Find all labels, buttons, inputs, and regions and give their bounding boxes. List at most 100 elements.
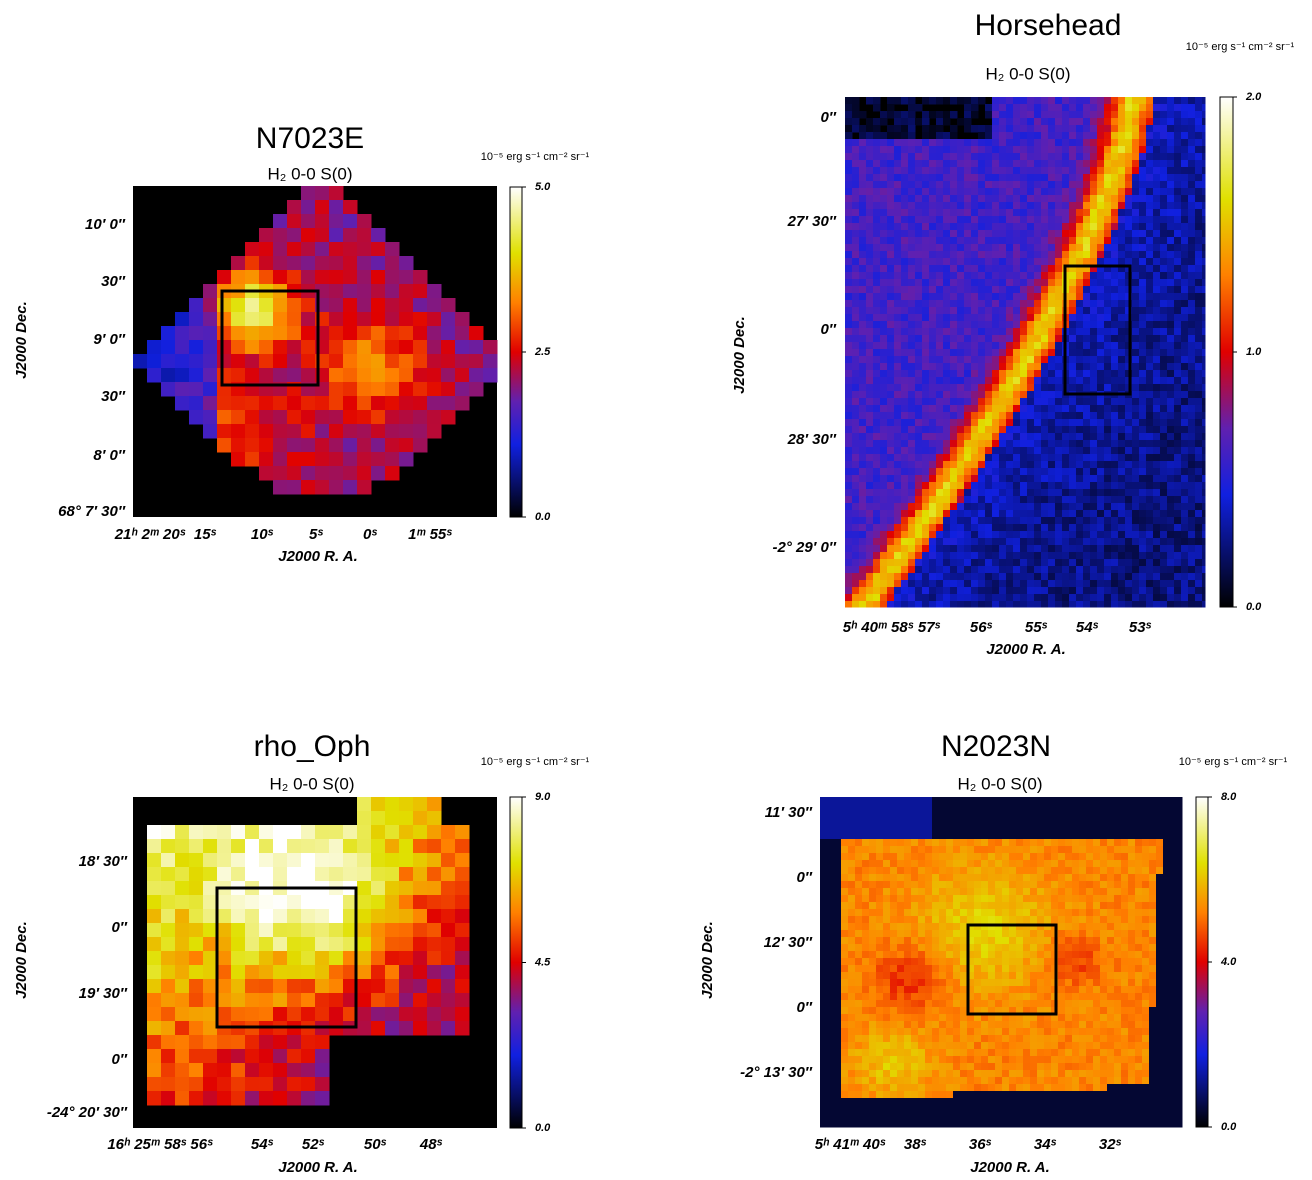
map-pixel [936, 286, 944, 294]
map-pixel [1111, 174, 1119, 182]
map-pixel [943, 174, 951, 182]
map-pixel [1181, 216, 1189, 224]
map-pixel [971, 391, 979, 399]
map-pixel [1006, 496, 1014, 504]
map-pixel [1170, 811, 1178, 819]
map-pixel [1090, 489, 1098, 497]
map-pixel [1202, 391, 1206, 399]
map-pixel [1069, 370, 1077, 378]
map-pixel [189, 937, 204, 952]
map-pixel [217, 312, 232, 327]
map-pixel [245, 979, 260, 994]
map-pixel [287, 853, 302, 868]
map-pixel [852, 538, 860, 546]
map-pixel [971, 559, 979, 567]
map-pixel [971, 601, 979, 608]
map-pixel [1202, 594, 1206, 602]
map-pixel [1139, 524, 1147, 532]
map-pixel [1048, 125, 1056, 133]
map-pixel [1076, 321, 1084, 329]
map-pixel [845, 349, 853, 357]
map-pixel [1181, 440, 1189, 448]
map-pixel [1202, 188, 1206, 196]
map-pixel [1132, 552, 1140, 560]
map-pixel [1041, 363, 1049, 371]
map-pixel [992, 111, 1000, 119]
map-pixel [1013, 594, 1021, 602]
map-pixel [1153, 384, 1161, 392]
map-pixel [1153, 503, 1161, 511]
map-pixel [845, 426, 853, 434]
map-pixel [1083, 356, 1091, 364]
map-pixel [399, 853, 414, 868]
map-pixel [873, 118, 881, 126]
map-pixel [1181, 342, 1189, 350]
map-pixel [1125, 601, 1133, 608]
map-pixel [1041, 405, 1049, 413]
map-pixel [1139, 405, 1147, 413]
map-pixel [845, 328, 853, 336]
map-pixel [1076, 230, 1084, 238]
map-pixel [343, 270, 358, 285]
map-pixel [936, 363, 944, 371]
map-pixel [385, 312, 400, 327]
map-pixel [852, 265, 860, 273]
map-pixel [852, 405, 860, 413]
map-pixel [908, 538, 916, 546]
y-axis-label: J2000 Dec. [731, 316, 748, 394]
map-pixel [1167, 531, 1175, 539]
map-pixel [922, 202, 930, 210]
map-pixel [1153, 153, 1161, 161]
map-pixel [1125, 398, 1133, 406]
map-pixel [999, 475, 1007, 483]
map-pixel [1181, 174, 1189, 182]
map-pixel [999, 195, 1007, 203]
map-pixel [357, 256, 372, 271]
map-pixel [820, 797, 828, 805]
map-pixel [1055, 279, 1063, 287]
map-pixel [915, 517, 923, 525]
map-pixel [1034, 419, 1042, 427]
map-pixel [999, 265, 1007, 273]
map-pixel [1065, 832, 1073, 840]
map-pixel [1181, 496, 1189, 504]
map-pixel [964, 391, 972, 399]
map-pixel [1153, 216, 1161, 224]
map-pixel [1020, 118, 1028, 126]
map-pixel [859, 349, 867, 357]
map-pixel [887, 111, 895, 119]
map-pixel [1118, 510, 1126, 518]
map-pixel [1034, 433, 1042, 441]
map-pixel [978, 195, 986, 203]
map-pixel [971, 517, 979, 525]
map-pixel [1167, 447, 1175, 455]
map-pixel [1002, 832, 1010, 840]
map-pixel [1006, 461, 1014, 469]
map-pixel [939, 818, 947, 826]
map-pixel [1013, 545, 1021, 553]
map-pixel [1027, 517, 1035, 525]
map-pixel [901, 433, 909, 441]
map-pixel [964, 482, 972, 490]
map-pixel [999, 223, 1007, 231]
map-pixel [1027, 545, 1035, 553]
map-pixel [873, 167, 881, 175]
map-pixel [936, 209, 944, 217]
map-pixel [852, 573, 860, 581]
map-pixel [887, 293, 895, 301]
map-pixel [357, 811, 372, 826]
map-pixel [985, 447, 993, 455]
map-pixel [992, 587, 1000, 595]
map-pixel [1202, 258, 1206, 266]
map-pixel [915, 489, 923, 497]
map-pixel [964, 174, 972, 182]
map-pixel [880, 489, 888, 497]
map-pixel [834, 825, 842, 833]
map-pixel [1167, 118, 1175, 126]
ra-tick-label: 15ˢ [194, 526, 217, 543]
map-pixel [371, 270, 386, 285]
map-pixel [971, 328, 979, 336]
map-pixel [1202, 440, 1206, 448]
map-pixel [1195, 174, 1203, 182]
map-pixel [1027, 265, 1035, 273]
